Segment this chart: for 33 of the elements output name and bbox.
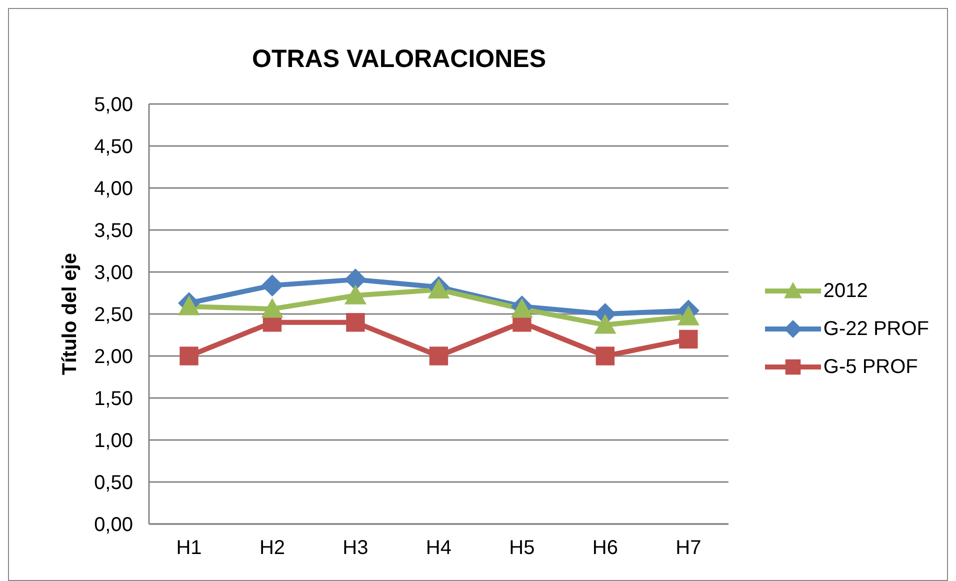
point [679, 330, 698, 349]
y-tick-label: 1,00 [94, 430, 133, 452]
point [594, 314, 616, 334]
point [261, 274, 284, 296]
legend-label: G-5 PROF [823, 356, 918, 378]
y-tick-label: 4,00 [94, 178, 133, 200]
y-tick-label: 5,00 [94, 94, 133, 116]
point [344, 284, 366, 304]
x-tick-label: H4 [426, 537, 452, 560]
point [429, 346, 448, 366]
point [261, 298, 284, 318]
y-tick-label: 0,00 [94, 514, 133, 536]
legend-label: G-22 PROF [823, 318, 929, 340]
y-tick-label: 1,50 [94, 388, 133, 410]
legend-label: 2012 [823, 280, 868, 302]
point [180, 346, 198, 366]
point [346, 313, 365, 332]
y-tick-label: 0,50 [94, 472, 133, 494]
x-tick-label: H7 [676, 537, 702, 560]
y-tick-label: 4,50 [94, 136, 133, 158]
y-tick-label: 2,00 [94, 346, 133, 368]
x-tick-label: H1 [176, 537, 202, 560]
x-tick-label: H6 [592, 537, 618, 560]
point [677, 306, 700, 326]
y-tick-label: 2,50 [94, 304, 133, 326]
y-tick-label: 3,50 [94, 220, 133, 242]
point [596, 346, 615, 366]
x-tick-label: H3 [342, 537, 368, 560]
y-tick-label: 3,00 [94, 262, 133, 284]
x-tick-label: H2 [259, 537, 286, 560]
x-tick-label: H5 [509, 537, 535, 560]
y-axis-title: Título del eje [59, 252, 82, 376]
chart-title: OTRAS VALORACIONES [251, 45, 547, 74]
